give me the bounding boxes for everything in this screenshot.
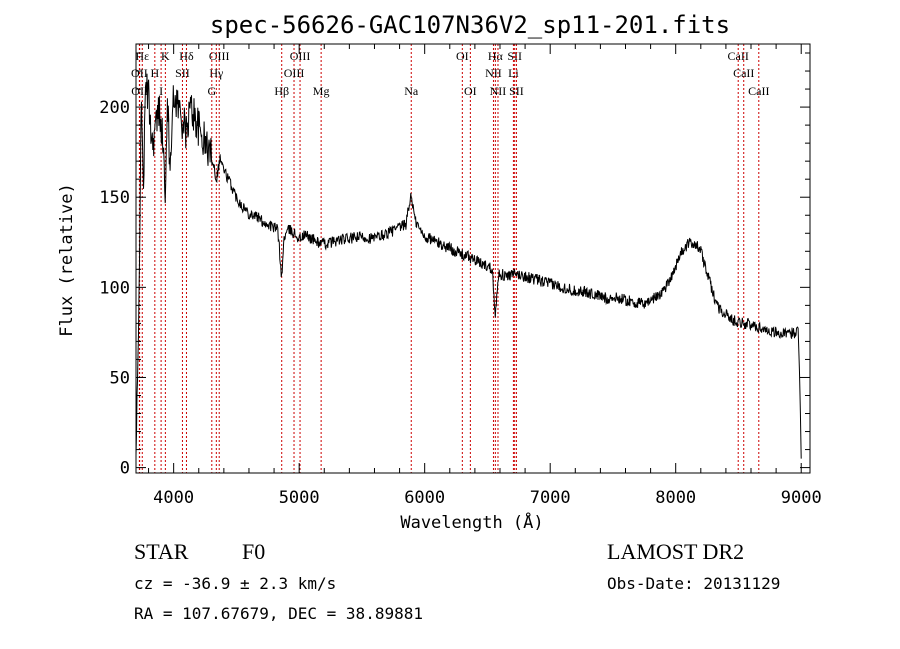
line-marker-label: SII <box>509 84 524 98</box>
survey-name: LAMOST DR2 <box>607 539 744 564</box>
spectrum-line <box>135 73 802 459</box>
x-tick-label: 5000 <box>279 488 320 508</box>
y-tick-label: 150 <box>99 188 130 208</box>
line-marker-label: I <box>159 84 163 98</box>
line-marker-label: K <box>161 49 170 63</box>
redshift-velocity: cz = -36.9 ± 2.3 km/s <box>134 574 336 593</box>
sky-coordinates: RA = 107.67679, DEC = 38.89881 <box>134 604 423 623</box>
x-axis-label: Wavelength (Å) <box>400 511 543 533</box>
x-tick-label: 9000 <box>781 488 822 508</box>
line-marker-label: OI <box>456 49 469 63</box>
line-marker-label: OIII <box>209 49 230 63</box>
line-marker-label: Li <box>508 66 519 80</box>
y-tick-label: 50 <box>110 368 130 388</box>
line-marker-label: CaII <box>733 66 754 80</box>
line-marker-label: Mg <box>313 84 330 98</box>
line-marker-label: Hβ <box>274 84 289 98</box>
line-marker-label: Hε <box>135 49 149 63</box>
axes-layer: 4000 5000 6000 7000 8000 9000 0 50 100 150 200 <box>99 43 822 508</box>
object-class: STAR <box>134 539 189 564</box>
observation-date: Obs-Date: 20131129 <box>607 574 780 593</box>
x-tick-label: 7000 <box>530 488 571 508</box>
line-marker-label: Hα <box>488 49 504 63</box>
line-marker-label: SII <box>175 66 190 80</box>
line-marker-label: OII <box>131 84 148 98</box>
x-tick-label: 8000 <box>655 488 696 508</box>
spectral-subclass: F0 <box>242 539 265 564</box>
y-axis-label: Flux (relative) <box>57 183 77 337</box>
line-marker-label: SII <box>507 49 522 63</box>
line-marker-label: OIII <box>284 66 305 80</box>
line-marker-label: G <box>207 84 216 98</box>
y-tick-label: 100 <box>99 278 130 298</box>
y-tick-label: 0 <box>120 459 130 479</box>
plot-frame <box>135 43 811 474</box>
line-marker-label: Hγ <box>209 66 224 80</box>
line-marker-label: Hδ <box>179 49 194 63</box>
line-marker-label: CaII <box>728 49 749 63</box>
series-layer <box>135 73 802 459</box>
line-marker-label: Na <box>404 84 419 98</box>
line-marker-label: H <box>150 66 159 80</box>
x-tick-label: 4000 <box>153 488 194 508</box>
line-marker-label: OIII <box>290 49 311 63</box>
chart-title: spec-56626-GAC107N36V2_sp11-201.fits <box>210 11 730 39</box>
line-marker-label: OI <box>464 84 477 98</box>
x-tick-label: 6000 <box>404 488 445 508</box>
y-tick-label: 200 <box>99 98 130 118</box>
line-marker-label: NII <box>490 84 507 98</box>
line-marker-label: CaII <box>748 84 769 98</box>
line-marker-label: NII <box>485 66 502 80</box>
